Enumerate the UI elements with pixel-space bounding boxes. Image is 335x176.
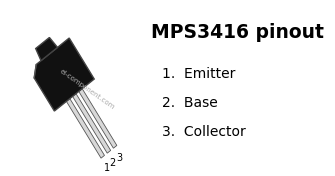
Text: 1: 1: [104, 163, 110, 173]
Text: 2.  Base: 2. Base: [162, 96, 218, 110]
Text: 3.  Collector: 3. Collector: [162, 125, 246, 139]
Bar: [66, 99, 105, 158]
Polygon shape: [34, 38, 94, 111]
Text: 1.  Emitter: 1. Emitter: [162, 67, 236, 81]
Polygon shape: [36, 37, 58, 61]
Bar: [73, 94, 111, 153]
Text: el-component.com: el-component.com: [58, 68, 116, 110]
Bar: [79, 89, 117, 148]
Text: 3: 3: [116, 153, 122, 163]
Text: 2: 2: [110, 158, 116, 168]
Text: MPS3416 pinout: MPS3416 pinout: [151, 23, 324, 42]
